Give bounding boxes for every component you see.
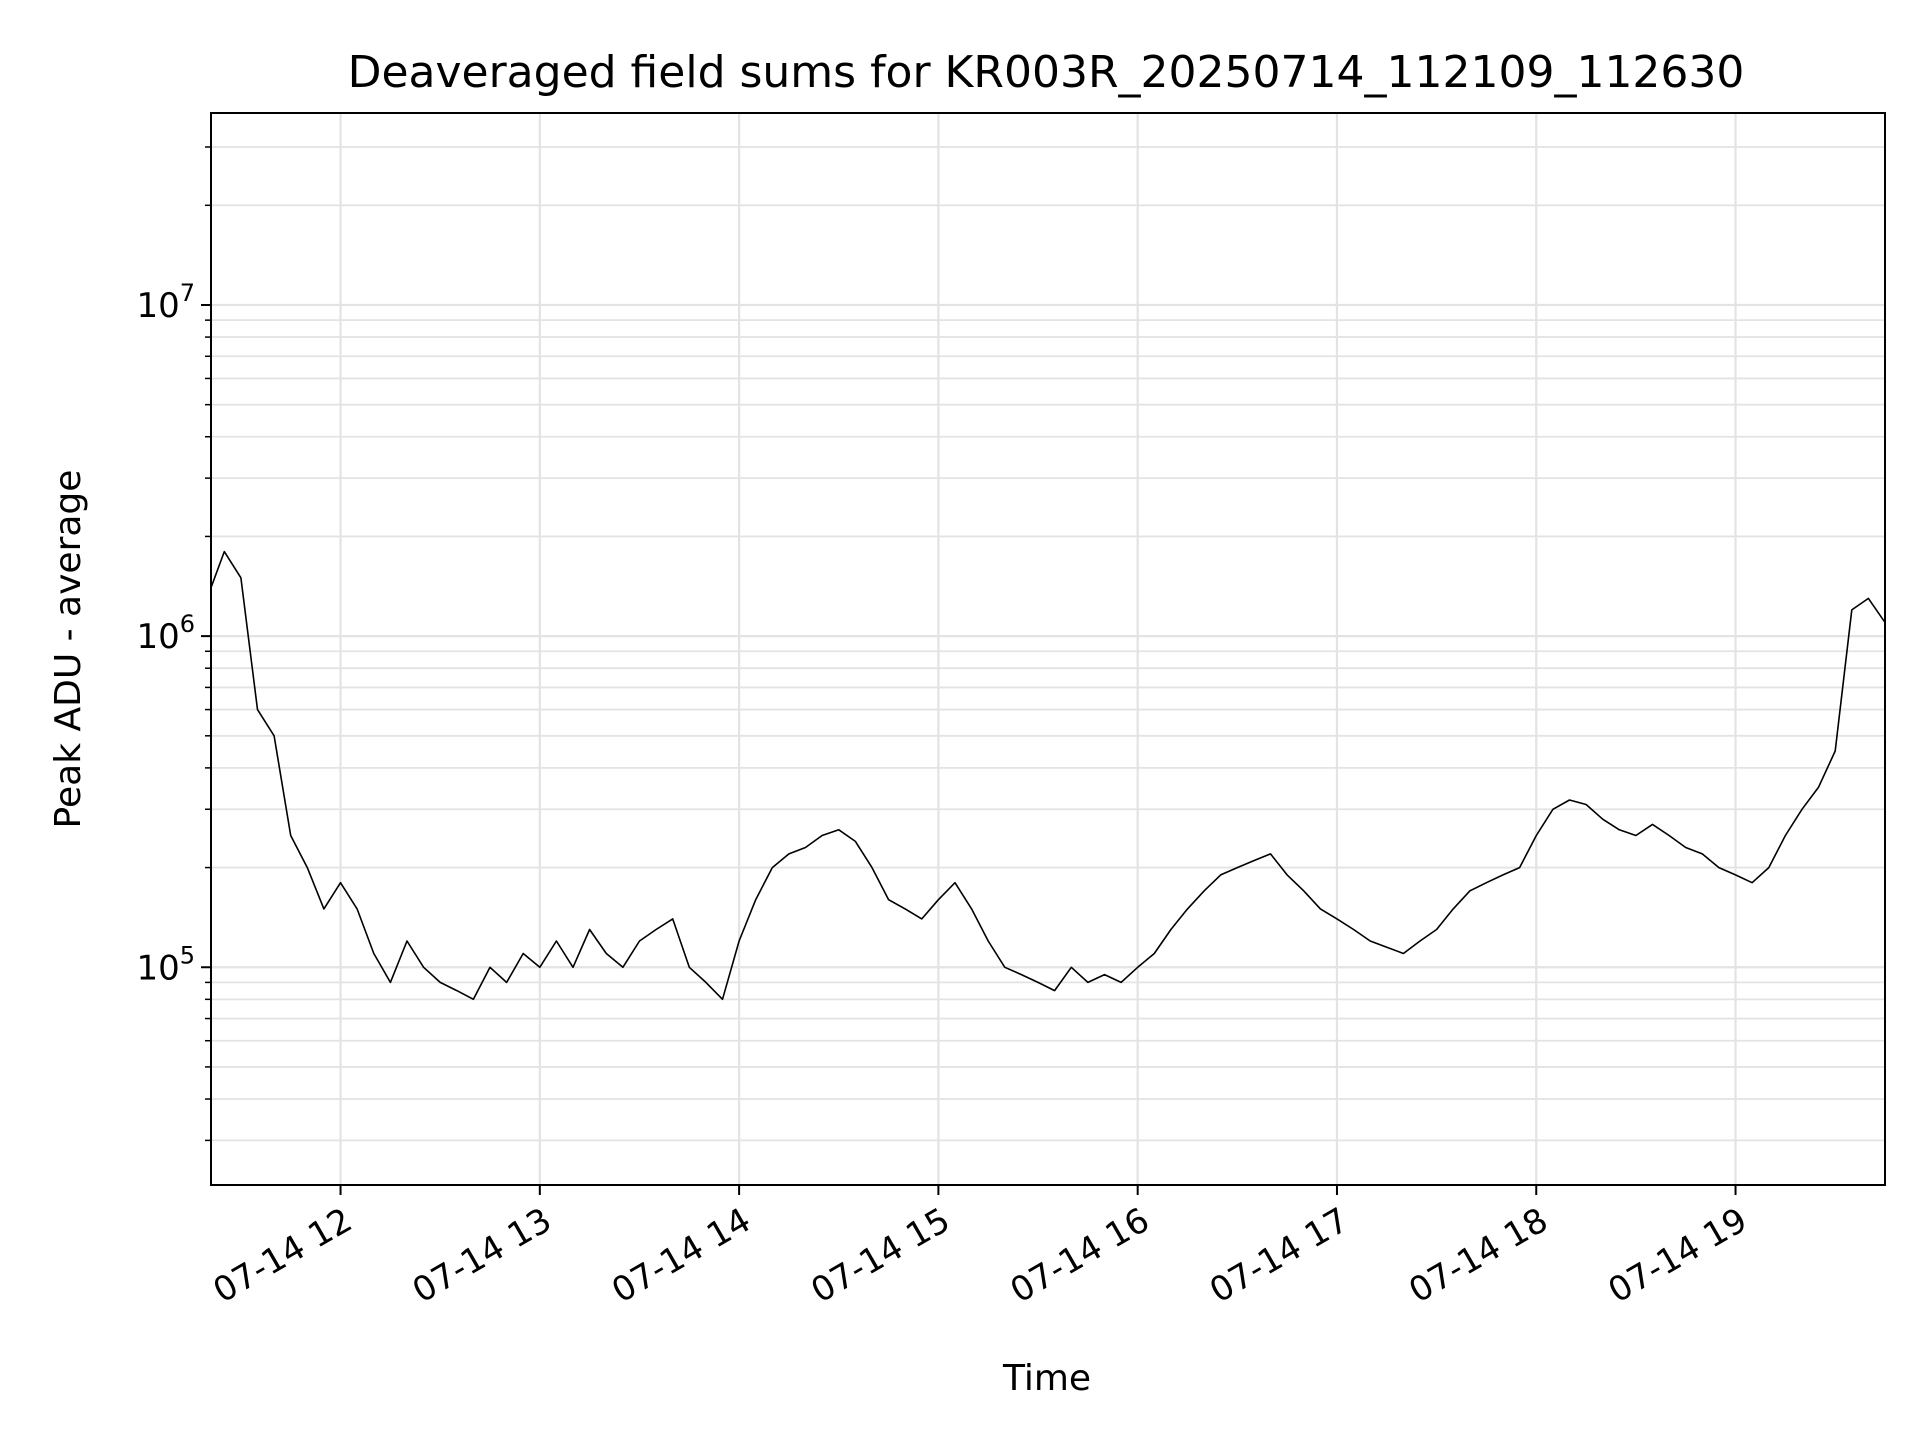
series-line bbox=[210, 550, 1886, 1001]
x-tick-label: 07-14 13 bbox=[406, 1200, 558, 1311]
y-axis-label: Peak ADU - average bbox=[48, 470, 89, 829]
x-tick-label: 07-14 12 bbox=[207, 1200, 359, 1311]
y-tick-label: 106 bbox=[136, 610, 195, 657]
x-tick-label: 07-14 19 bbox=[1602, 1200, 1754, 1311]
y-tick-label: 105 bbox=[136, 941, 195, 988]
x-tick-label: 07-14 15 bbox=[804, 1200, 956, 1311]
plot-frame bbox=[210, 112, 1886, 1186]
x-axis-label: Time bbox=[1002, 1358, 1091, 1399]
grid-layer bbox=[211, 113, 1885, 1185]
x-tick-label: 07-14 17 bbox=[1203, 1200, 1355, 1311]
chart-title: Deaveraged field sums for KR003R_2025071… bbox=[348, 47, 1745, 98]
x-tick-label: 07-14 18 bbox=[1402, 1200, 1554, 1311]
series-layer bbox=[210, 550, 1886, 1001]
axis-layer: 105 106 107 07-14 12 07-14 13 07-14 14 07-14 1… bbox=[136, 146, 1754, 1311]
x-tick-label: 07-14 14 bbox=[605, 1200, 757, 1311]
x-tick-label: 07-14 16 bbox=[1004, 1200, 1156, 1311]
y-tick-label: 107 bbox=[136, 279, 195, 326]
